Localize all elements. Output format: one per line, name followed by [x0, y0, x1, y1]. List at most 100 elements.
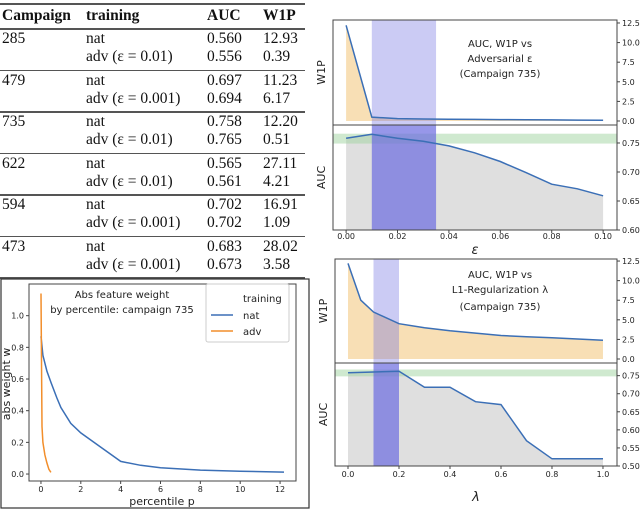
auc-cell: 0.765	[207, 131, 242, 148]
w1p-cell: 6.17	[263, 89, 291, 107]
area-fill-w1p	[348, 263, 603, 360]
x-tick-label: 10	[235, 485, 245, 494]
x-tick-label: 1.0	[597, 470, 610, 479]
x-tick-label: 6	[158, 485, 163, 494]
x-tick-label: 0.10	[594, 232, 612, 241]
series-line-auc	[347, 370, 603, 460]
y-tick-label: 1.0	[11, 312, 24, 321]
x-tick-label: 12	[275, 485, 285, 494]
y-tick-label: 12.5	[622, 19, 640, 28]
panel-frame	[334, 362, 618, 467]
y-tick-label: 5.0	[622, 316, 635, 325]
y-tick-label: 0.0	[622, 355, 635, 364]
legend-box	[205, 283, 290, 343]
legend-label: nat	[243, 311, 259, 322]
highlight-band	[371, 20, 437, 125]
x-tick-label: 0.06	[491, 232, 509, 241]
x-tick-label: 0.2	[393, 470, 406, 479]
x-tick-label: 0.02	[389, 232, 407, 241]
campaign-id: 594	[2, 196, 26, 213]
w1p-cell: 0.51	[263, 131, 291, 148]
highlight-band	[373, 259, 399, 363]
x-tick-label: 2	[78, 485, 83, 494]
group-rule	[0, 277, 305, 279]
training-cell: adv (ε = 0.001)	[86, 89, 181, 107]
auc-cell: 0.560	[207, 30, 242, 47]
auc-cell: 0.556	[207, 48, 242, 65]
training-cell: adv (ε = 0.01)	[86, 48, 173, 65]
series-line-w1p	[345, 25, 604, 121]
y-tick-label: 7.5	[622, 58, 635, 67]
w1p-cell: 3.58	[263, 255, 291, 273]
y-axis-label: AUC	[315, 166, 328, 190]
w1p-cell: 16.91	[263, 196, 298, 213]
y-tick-label: 0.0	[11, 470, 24, 479]
training-cell: nat	[86, 237, 105, 255]
y-axis-label: abs weight w	[0, 348, 13, 421]
y-tick-label: 10.0	[622, 39, 640, 48]
chart-subtitle: by percentile: campaign 735	[50, 305, 194, 316]
x-tick-label: 0.04	[440, 232, 458, 241]
header-rule	[0, 28, 305, 30]
auc-cell: 0.694	[207, 89, 242, 107]
group-rule	[0, 235, 305, 237]
y-tick-label: 0.70	[622, 168, 640, 177]
group-rule	[0, 152, 305, 154]
y-tick-label: 2.5	[622, 335, 635, 344]
training-cell: nat	[86, 30, 105, 47]
series-line-adv	[40, 293, 52, 473]
w1p-cell: 0.39	[263, 48, 291, 65]
chart-title-line: Adversarial ε	[468, 54, 533, 65]
column-header: W1P	[263, 7, 296, 24]
group-rule	[0, 194, 305, 196]
y-tick-label: 0.6	[11, 375, 24, 384]
y-tick-label: 5.0	[622, 78, 635, 87]
y-axis-label: AUC	[317, 403, 330, 427]
auc-cell: 0.702	[207, 196, 242, 213]
chart-title: Abs feature weight	[75, 290, 170, 301]
y-tick-label: 2.5	[622, 97, 635, 106]
x-tick-label: 0.0	[342, 470, 355, 479]
y-tick-label: 0.75	[622, 372, 640, 381]
y-axis-label: W1P	[315, 60, 328, 85]
chart-title-line: AUC, W1P vs	[468, 270, 532, 281]
x-tick-label: 0	[38, 485, 43, 494]
y-tick-label: 0.8	[11, 343, 24, 352]
group-rule	[0, 111, 305, 113]
y-tick-label: 0.75	[622, 139, 640, 148]
chart-title-line: AUC, W1P vs	[468, 39, 532, 50]
chart-title-line: L1-Regularization λ	[452, 285, 548, 296]
training-cell: adv (ε = 0.01)	[86, 131, 173, 148]
x-tick-label: 0.4	[444, 470, 457, 479]
campaign-id: 473	[2, 237, 26, 255]
training-cell: adv (ε = 0.001)	[86, 255, 181, 273]
auc-cell: 0.683	[207, 237, 242, 255]
auc-cell: 0.561	[207, 172, 242, 190]
w1p-cell: 27.11	[263, 154, 298, 172]
y-tick-label: 0.60	[622, 226, 640, 235]
legend-label: adv	[243, 327, 261, 338]
training-cell: nat	[86, 196, 105, 213]
x-tick-label: 0.8	[546, 470, 559, 479]
training-cell: nat	[86, 71, 105, 89]
campaign-id: 735	[2, 113, 26, 130]
chart-title-line: (Campaign 735)	[460, 69, 541, 80]
x-tick-label: 0.08	[543, 232, 561, 241]
y-tick-label: 0.55	[622, 444, 640, 453]
campaign-id: 285	[2, 30, 26, 47]
y-tick-label: 0.65	[622, 408, 640, 417]
y-tick-label: 7.5	[622, 296, 635, 305]
table-top-rule	[0, 3, 305, 5]
column-header: Campaign	[2, 7, 71, 24]
column-header: training	[86, 7, 140, 24]
auc-cell: 0.673	[207, 255, 242, 273]
auc-cell: 0.702	[207, 214, 242, 231]
x-tick-label: 0.6	[495, 470, 508, 479]
training-cell: adv (ε = 0.001)	[86, 214, 181, 231]
panel-frame	[332, 124, 618, 231]
y-tick-label: 10.0	[622, 277, 640, 286]
w1p-cell: 11.23	[263, 71, 298, 89]
y-axis-label: W1P	[317, 298, 330, 323]
auc-cell: 0.758	[207, 113, 242, 130]
y-tick-label: 12.5	[622, 257, 640, 266]
